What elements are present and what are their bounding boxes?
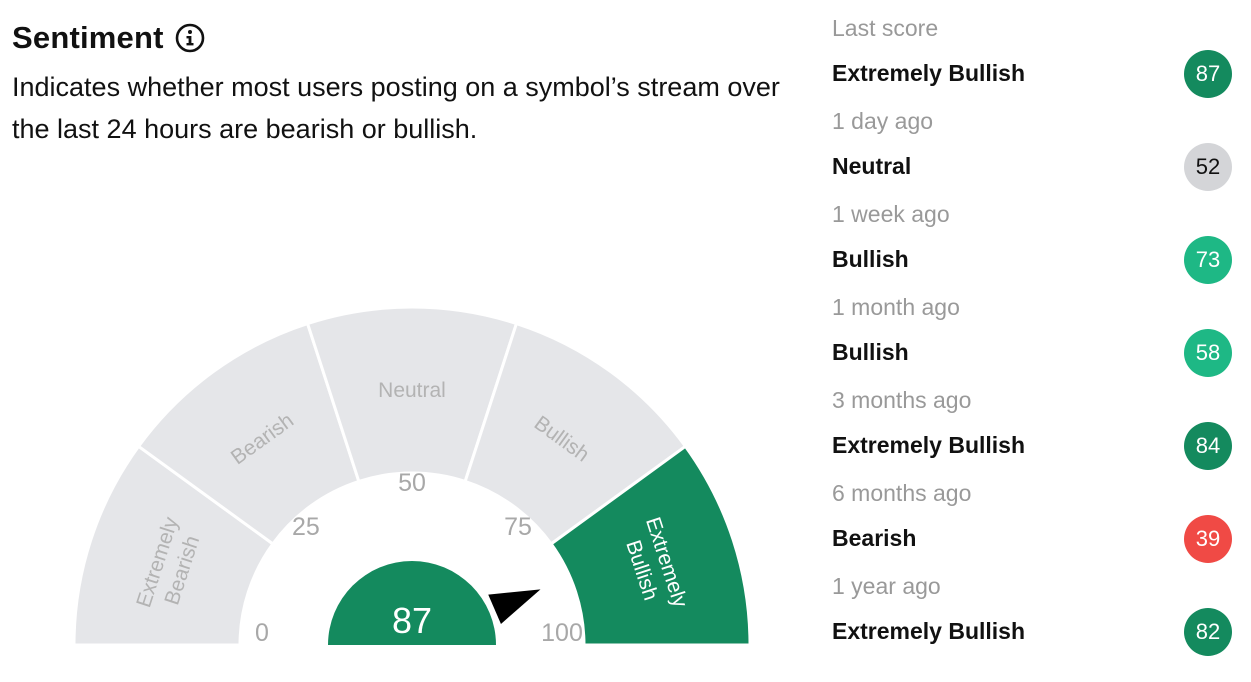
gauge-tick-label: 50 — [398, 469, 426, 497]
history-time: 1 month ago — [832, 294, 960, 320]
history-sentiment-label: Extremely Bullish — [832, 618, 1026, 644]
history-sentiment-label: Bullish — [832, 246, 909, 272]
gauge-segment-extremely-bullish — [549, 444, 752, 647]
gauge-needle — [488, 589, 541, 624]
gauge-segments: ExtremelyBearishBearishNeutralBullishExt… — [72, 305, 752, 647]
history-item: 6 months ago Bearish 39 — [832, 477, 1232, 570]
score-badge: 58 — [1184, 329, 1232, 377]
history-item: 1 month ago Bullish 58 — [832, 291, 1232, 384]
score-badge: 52 — [1184, 143, 1232, 191]
history-time: 6 months ago — [832, 480, 972, 506]
score-badge: 39 — [1184, 515, 1232, 563]
score-badge: 84 — [1184, 422, 1232, 470]
history-time: 1 year ago — [832, 573, 941, 599]
gauge-segment-label: Neutral — [378, 379, 446, 402]
title-row: Sentiment — [12, 16, 812, 60]
page-title: Sentiment — [12, 20, 164, 55]
history-time: 1 week ago — [832, 201, 950, 227]
score-badge: 87 — [1184, 50, 1232, 98]
history-item: 1 day ago Neutral 52 — [832, 105, 1232, 198]
history-item: 1 week ago Bullish 73 — [832, 198, 1232, 291]
info-circle-icon[interactable] — [174, 22, 206, 54]
gauge-ticks: 0 25 50 75 100 — [255, 469, 583, 647]
gauge-tick-label: 0 — [255, 619, 269, 647]
history-time: 3 months ago — [832, 387, 972, 413]
sentiment-description: Indicates whether most users posting on … — [12, 72, 780, 144]
history-item: Last score Extremely Bullish 87 — [832, 12, 1232, 105]
gauge-tick-label: 100 — [541, 619, 583, 647]
history-sentiment-label: Extremely Bullish — [832, 60, 1026, 86]
score-badge: 82 — [1184, 608, 1232, 656]
history-item: 3 months ago Extremely Bullish 84 — [832, 384, 1232, 477]
gauge-value-hub — [328, 561, 496, 645]
history-time: 1 day ago — [832, 108, 934, 134]
history-time: Last score — [832, 15, 939, 41]
sentiment-history: Last score Extremely Bullish 87 1 day ago Ne… — [832, 12, 1232, 663]
history-sentiment-label: Extremely Bullish — [832, 432, 1026, 458]
history-sentiment-label: Bearish — [832, 525, 917, 551]
sentiment-header: Sentiment Indicates whether most users p… — [12, 16, 812, 150]
score-badge: 73 — [1184, 236, 1232, 284]
history-sentiment-label: Bullish — [832, 339, 909, 365]
gauge-value: 87 — [392, 600, 432, 641]
history-sentiment-label: Neutral — [832, 153, 912, 179]
history-item: 1 year ago Extremely Bullish 82 — [832, 570, 1232, 663]
sentiment-gauge: ExtremelyBearishBearishNeutralBullishExt… — [72, 305, 752, 647]
gauge-tick-label: 25 — [292, 513, 320, 541]
gauge-tick-label: 75 — [504, 513, 532, 541]
